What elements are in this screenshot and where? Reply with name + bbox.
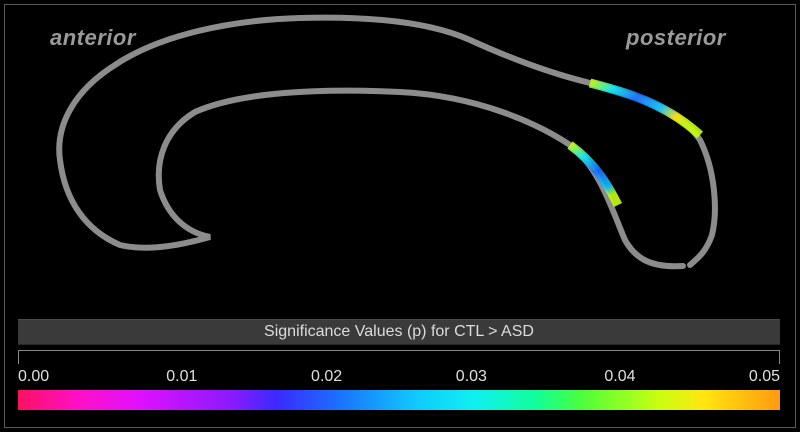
- tick-label: 0.00: [18, 368, 50, 385]
- image-frame: [4, 4, 796, 428]
- colorbar-ticks: 0.00 0.01 0.02 0.03 0.04 0.05: [18, 368, 780, 388]
- legend-title: Significance Values (p) for CTL > ASD: [264, 323, 534, 340]
- posterior-label: posterior: [626, 25, 726, 50]
- tick-label: 0.05: [748, 368, 780, 385]
- corpus-callosum-diagram: [56, 14, 718, 270]
- colorbar-bracket: [18, 350, 780, 364]
- anterior-label: anterior: [50, 25, 136, 50]
- tract-posterior-loop: [587, 80, 718, 268]
- tick-label: 0.02: [311, 368, 343, 385]
- colorbar: [18, 390, 780, 410]
- significant-segment-inner: [567, 141, 623, 208]
- legend-title-bar: Significance Values (p) for CTL > ASD: [18, 319, 780, 345]
- tick-label: 0.04: [604, 368, 636, 385]
- tick-label: 0.01: [166, 368, 198, 385]
- tract-outline: [56, 14, 686, 270]
- tick-label: 0.03: [455, 368, 487, 385]
- significant-segment-outer: [588, 78, 704, 139]
